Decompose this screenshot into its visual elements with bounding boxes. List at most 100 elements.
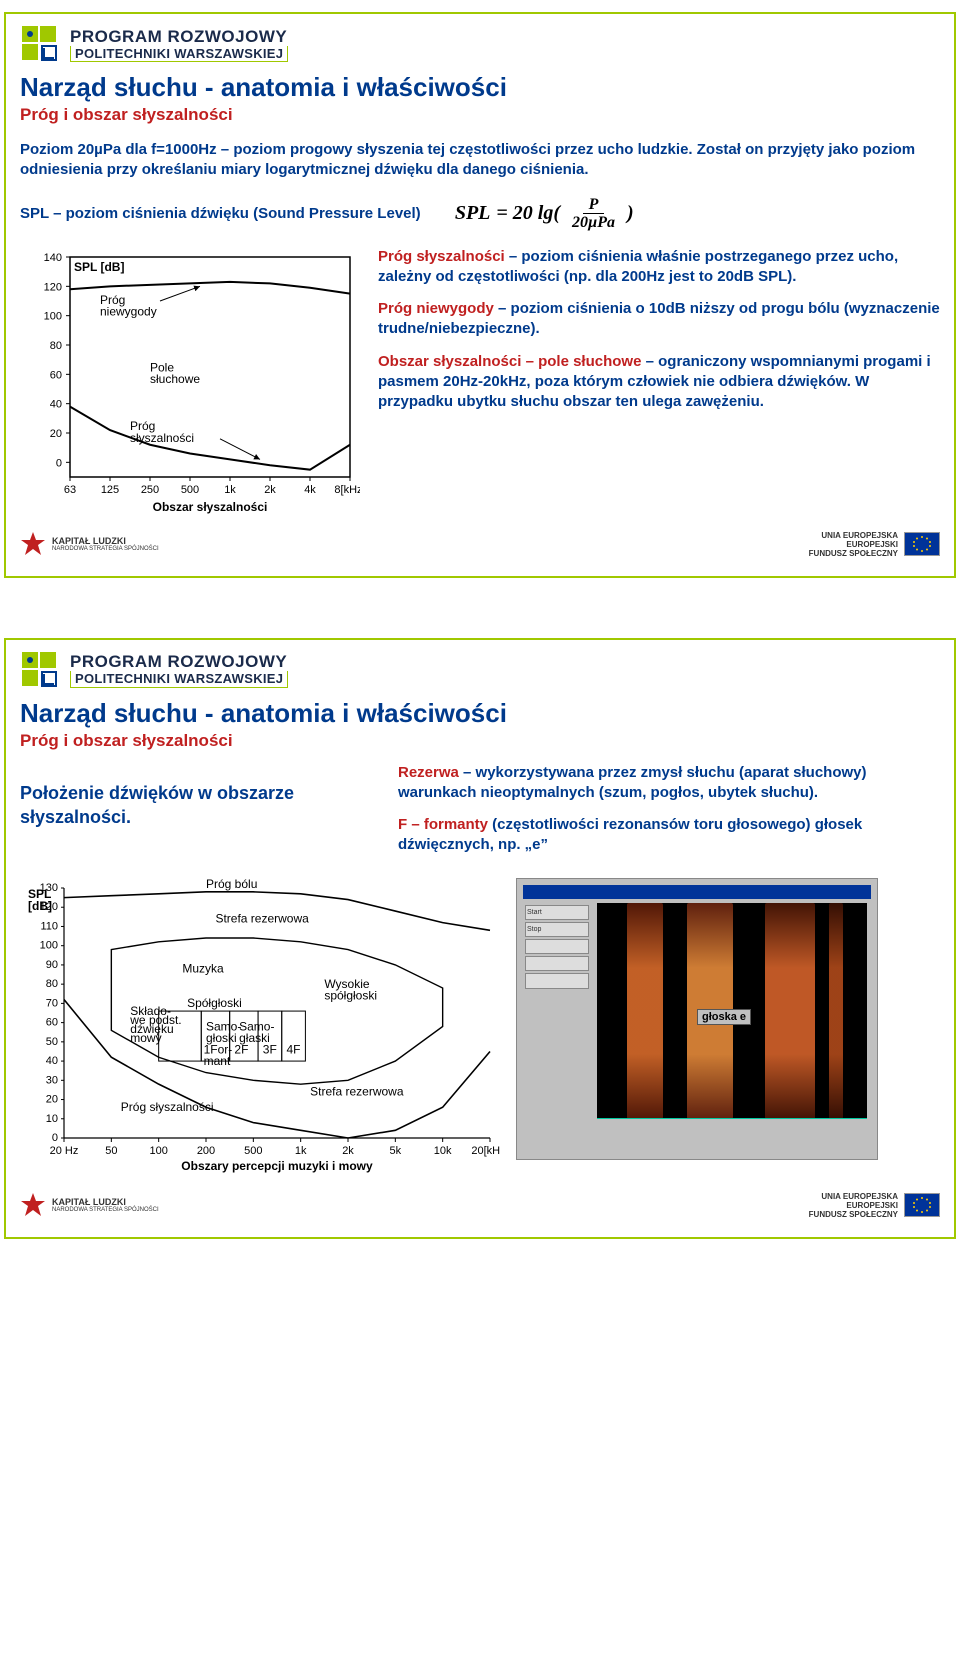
s2-p2a: F – formanty (398, 816, 488, 833)
eu-flag-icon (904, 532, 940, 556)
svg-text:60: 60 (50, 369, 62, 381)
svg-text:1k: 1k (295, 1145, 307, 1157)
svg-text:110: 110 (40, 920, 58, 932)
program-logo-icon (20, 650, 62, 692)
audibility-chart: 0 20 40 60 80 100 120 140 63 125 250 500 1k 2k 4k 8[kHz… (20, 247, 360, 517)
svg-text:20 Hz: 20 Hz (50, 1145, 79, 1157)
svg-text:100: 100 (40, 939, 58, 951)
svg-text:[dB]: [dB] (28, 899, 52, 913)
slide-2: PROGRAM ROZWOJOWY POLITECHNIKI WARSZAWSK… (4, 638, 956, 1239)
svg-text:50: 50 (105, 1145, 117, 1157)
svg-text:70: 70 (46, 997, 58, 1009)
svg-text:40: 40 (46, 1055, 58, 1067)
svg-text:Spółgłoski: Spółgłoski (187, 996, 242, 1010)
svg-text:80: 80 (50, 340, 62, 352)
logo-block: PROGRAM ROZWOJOWY POLITECHNIKI WARSZAWSK… (20, 24, 940, 66)
svg-text:80: 80 (46, 978, 58, 990)
perception-chart: 010203040506070809010011012013020 Hz5010… (20, 878, 500, 1178)
svg-text:2k: 2k (342, 1145, 354, 1157)
spectro-titlebar (523, 885, 871, 899)
svg-text:Obszar słyszalności: Obszar słyszalności (153, 500, 268, 514)
svg-text:Strefa rezerwowa: Strefa rezerwowa (215, 911, 309, 925)
svg-text:niewygody: niewygody (100, 304, 157, 318)
s2-p1a: Rezerwa (398, 764, 459, 781)
spl-label: SPL – poziom ciśnienia dźwięku (Sound Pr… (20, 205, 421, 222)
svg-text:63: 63 (64, 484, 76, 496)
slide1-subtitle: Próg i obszar słyszalności (20, 105, 940, 125)
logo-line2: POLITECHNIKI WARSZAWSKIEJ (70, 671, 288, 688)
footer-logos: KAPITAŁ LUDZKI NARODOWA STRATEGIA SPÓJNO… (20, 531, 940, 558)
svg-text:2k: 2k (264, 484, 276, 496)
spectro-side-buttons: Start Stop (523, 903, 591, 1119)
s2-p1b: – wykorzystywana przez zmysł słuchu (apa… (398, 764, 867, 801)
svg-text:4k: 4k (304, 484, 316, 496)
svg-text:60: 60 (46, 1016, 58, 1028)
svg-text:słyszalności: słyszalności (130, 430, 194, 444)
footer-logos: KAPITAŁ LUDZKI NARODOWA STRATEGIA SPÓJNO… (20, 1192, 940, 1219)
svg-text:90: 90 (46, 959, 58, 971)
eu-logo: UNIA EUROPEJSKA EUROPEJSKI FUNDUSZ SPOŁE… (809, 1192, 940, 1219)
svg-text:250: 250 (141, 484, 159, 496)
s1-p2a: Próg niewygody (378, 300, 494, 317)
svg-text:3F: 3F (263, 1042, 277, 1056)
svg-text:5k: 5k (390, 1145, 402, 1157)
svg-text:0: 0 (56, 457, 62, 469)
svg-text:10: 10 (46, 1112, 58, 1124)
svg-text:120: 120 (44, 281, 62, 293)
slide2-left-heading: Położenie dźwięków w obszarze słyszalnoś… (20, 781, 380, 830)
svg-text:100: 100 (149, 1145, 167, 1157)
svg-text:Strefa rezerwowa: Strefa rezerwowa (310, 1084, 404, 1098)
svg-text:30: 30 (46, 1074, 58, 1086)
svg-text:140: 140 (44, 252, 62, 264)
spectro-status (523, 1123, 871, 1153)
kapital-ludzki-logo: KAPITAŁ LUDZKI NARODOWA STRATEGIA SPÓJNO… (20, 1192, 159, 1218)
slide2-right-column: Rezerwa – wykorzystywana przez zmysł słu… (398, 763, 940, 868)
svg-text:Obszary percepcji muzyki i mow: Obszary percepcji muzyki i mowy (181, 1159, 373, 1173)
svg-text:0: 0 (52, 1132, 58, 1144)
svg-text:8[kHz]: 8[kHz] (334, 484, 360, 496)
svg-text:125: 125 (101, 484, 119, 496)
svg-text:200: 200 (197, 1145, 215, 1157)
spl-formula: SPL = 20 lg( P 20µPa ) (455, 196, 634, 232)
slide1-para1: Poziom 20µPa dla f=1000Hz – poziom progo… (20, 140, 940, 181)
svg-text:50: 50 (46, 1036, 58, 1048)
slide-1: PROGRAM ROZWOJOWY POLITECHNIKI WARSZAWSK… (4, 12, 956, 578)
slide2-subtitle: Próg i obszar słyszalności (20, 731, 940, 751)
slide1-title: Narząd słuchu - anatomia i właściwości (20, 72, 940, 103)
svg-text:1k: 1k (224, 484, 236, 496)
s1-p1a: Próg słyszalności (378, 248, 505, 265)
svg-text:SPL [dB]: SPL [dB] (74, 260, 124, 274)
eu-logo: UNIA EUROPEJSKA EUROPEJSKI FUNDUSZ SPOŁE… (809, 531, 940, 558)
slide1-spl-line: SPL – poziom ciśnienia dźwięku (Sound Pr… (20, 196, 940, 232)
star-icon (20, 1192, 46, 1218)
eu-flag-icon (904, 1193, 940, 1217)
svg-text:mant: mant (204, 1054, 231, 1068)
svg-text:20[kHz]: 20[kHz] (471, 1145, 500, 1157)
svg-text:Muzyka: Muzyka (182, 961, 224, 975)
slide2-title: Narząd słuchu - anatomia i właściwości (20, 698, 940, 729)
gloska-label: głoska e (697, 1009, 751, 1025)
svg-text:500: 500 (244, 1145, 262, 1157)
logo-line1: PROGRAM ROZWOJOWY (70, 653, 288, 671)
logo-block: PROGRAM ROZWOJOWY POLITECHNIKI WARSZAWSK… (20, 650, 940, 692)
program-logo-icon (20, 24, 62, 66)
svg-text:spółgłoski: spółgłoski (324, 988, 377, 1002)
svg-text:40: 40 (50, 398, 62, 410)
slide1-right-column: Próg słyszalności – poziom ciśnienia wła… (378, 247, 940, 425)
svg-text:10k: 10k (434, 1145, 452, 1157)
logo-line1: PROGRAM ROZWOJOWY (70, 28, 288, 46)
svg-text:500: 500 (181, 484, 199, 496)
spectrogram-panel: Start Stop głoska e (516, 878, 878, 1160)
svg-text:2F: 2F (234, 1042, 248, 1056)
star-icon (20, 531, 46, 557)
svg-text:słuchowe: słuchowe (150, 372, 200, 386)
logo-line2: POLITECHNIKI WARSZAWSKIEJ (70, 46, 288, 63)
svg-text:100: 100 (44, 310, 62, 322)
svg-text:20: 20 (50, 428, 62, 440)
svg-text:mowy: mowy (130, 1031, 161, 1045)
svg-text:20: 20 (46, 1093, 58, 1105)
s1-p3a: Obszar słyszalności – pole słuchowe (378, 353, 641, 370)
svg-text:Próg słyszalności: Próg słyszalności (121, 1100, 214, 1114)
kapital-ludzki-logo: KAPITAŁ LUDZKI NARODOWA STRATEGIA SPÓJNO… (20, 531, 159, 557)
svg-text:Próg bólu: Próg bólu (206, 878, 257, 891)
